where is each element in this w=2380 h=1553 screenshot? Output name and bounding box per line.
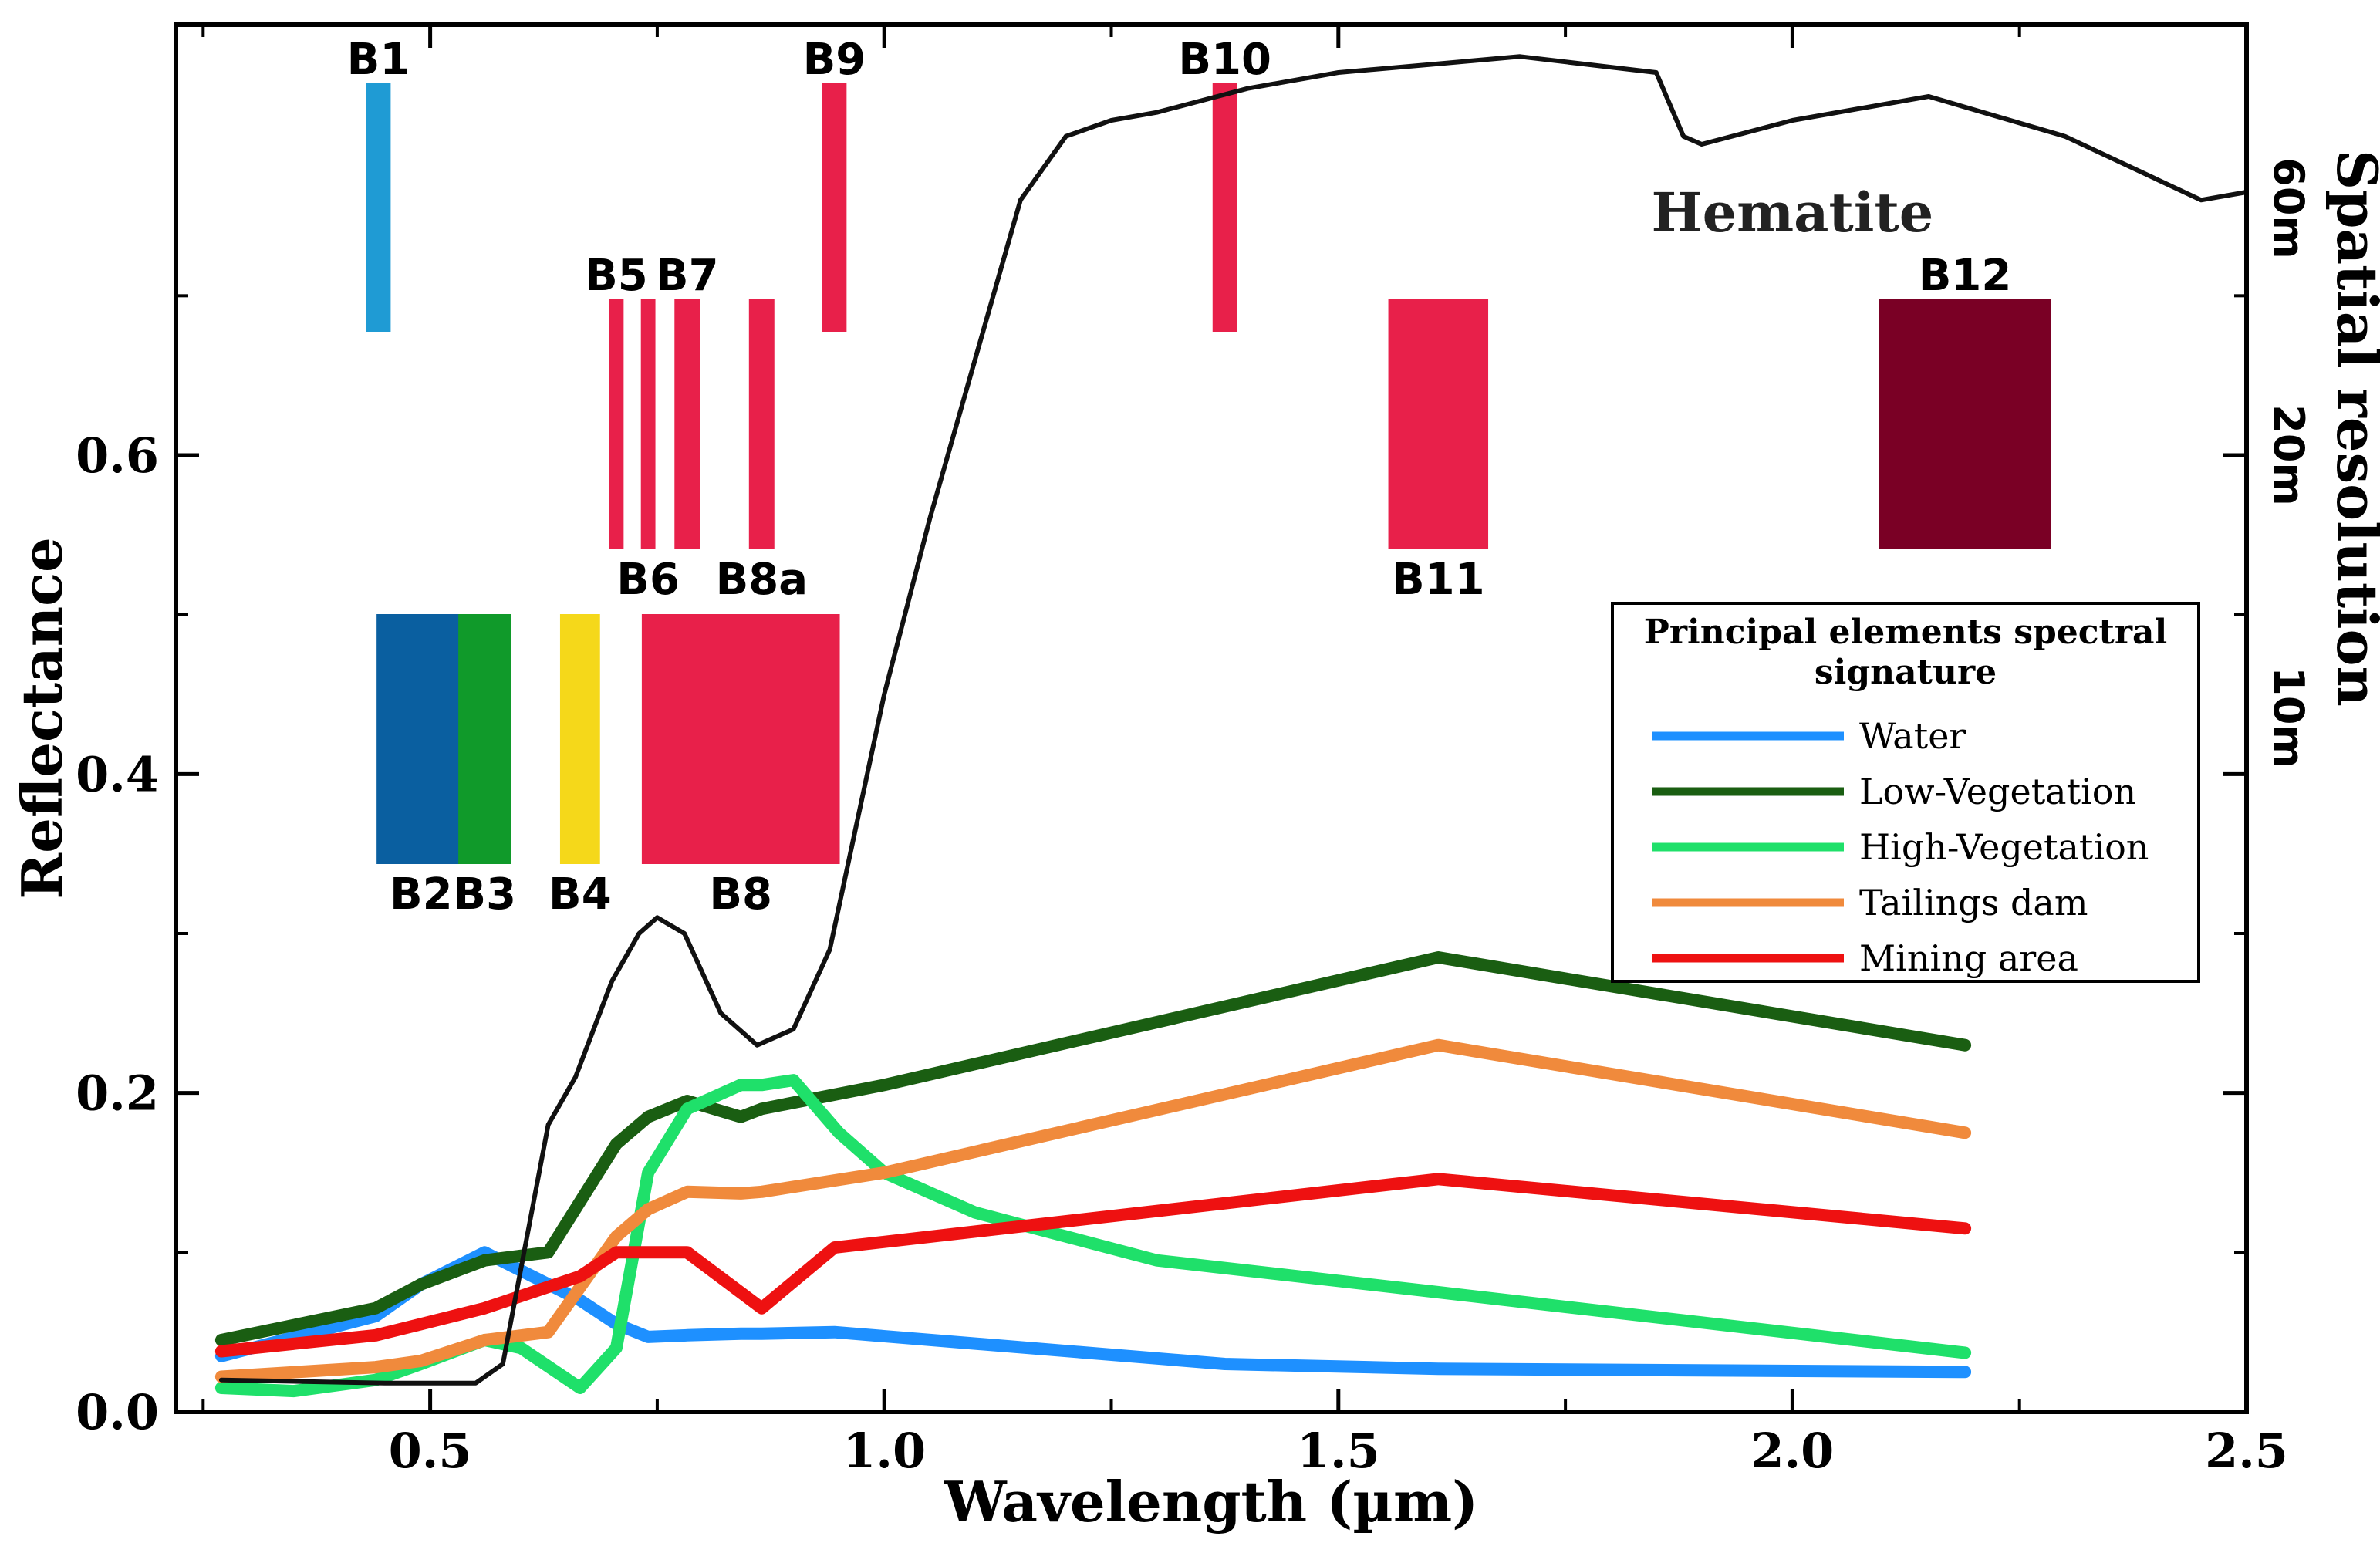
- y-tick-label: 0.6: [76, 427, 159, 484]
- band-b2: [376, 614, 466, 864]
- hematite-annotation: Hematite: [1651, 181, 1933, 245]
- resolution-label-60m: 60m: [2264, 157, 2313, 258]
- series-line-low-vegetation: [214, 951, 1972, 1346]
- x-tick-label: 2.5: [2205, 1423, 2288, 1479]
- y-tick-label: 0.0: [76, 1384, 159, 1440]
- band-b3: [458, 614, 511, 864]
- series-line-tailings-dam: [214, 1038, 1972, 1383]
- band-b5: [609, 299, 624, 549]
- band-label-b5: B5: [585, 251, 648, 301]
- band-b12: [1879, 299, 2051, 549]
- legend-entry-water: Water: [1859, 715, 1966, 757]
- band-label-b10: B10: [1178, 35, 1271, 85]
- series-lines: [214, 54, 2249, 1398]
- band-label-b2: B2: [390, 869, 453, 920]
- y-tick-label: 0.4: [76, 746, 159, 802]
- y-axis-title: Reflectance: [9, 537, 75, 900]
- band-label-b4: B4: [549, 869, 612, 920]
- band-label-b7: B7: [656, 251, 719, 301]
- legend-title-line1: Principal elements spectral: [1644, 613, 2168, 652]
- plot-frame: [174, 22, 2249, 1414]
- legend-entry-mining-area: Mining area: [1859, 937, 2078, 979]
- y-tick-label: 0.2: [76, 1065, 159, 1122]
- band-b6: [640, 299, 656, 549]
- band-b11: [1388, 299, 1489, 549]
- band-label-b8a: B8a: [716, 555, 808, 605]
- band-label-b1: B1: [347, 35, 410, 85]
- band-label-b9: B9: [803, 35, 866, 85]
- x-tick-label: 0.5: [389, 1423, 472, 1479]
- band-label-b3: B3: [453, 869, 516, 920]
- band-label-b8: B8: [709, 869, 772, 920]
- legend-entries: Water Low-Vegetation High-Vegetation Tailin…: [1652, 715, 2149, 979]
- series-line-hematite: [218, 54, 2249, 1386]
- band-label-b12: B12: [1919, 251, 2012, 301]
- legend-entry-tailings-dam: Tailings dam: [1859, 882, 2088, 923]
- band-b1: [366, 83, 391, 332]
- band-b10: [1212, 83, 1237, 332]
- resolution-label-20m: 20m: [2264, 404, 2313, 505]
- band-label-b11: B11: [1392, 555, 1485, 605]
- legend-title-line2: signature: [1815, 653, 1997, 692]
- band-b8a: [748, 299, 775, 549]
- legend: Principal elements spectral signature Wa…: [1611, 602, 2200, 983]
- band-b7: [674, 299, 700, 549]
- band-b4: [559, 614, 600, 864]
- right-axis-title: Spatial resolution: [2324, 150, 2380, 707]
- resolution-label-10m: 10m: [2264, 667, 2313, 768]
- x-axis-title: Wavelength (µm): [944, 1469, 1478, 1534]
- x-tick-label: 1.0: [842, 1423, 926, 1479]
- axis-ticks: 0.5 1.0 1.5 2.0 2.5 0.0 0.2 0.4 0.6: [76, 25, 2288, 1479]
- band-label-b6: B6: [616, 555, 680, 605]
- band-b8: [641, 614, 840, 864]
- legend-entry-low-vegetation: Low-Vegetation: [1859, 771, 2136, 812]
- x-tick-label: 2.0: [1750, 1423, 1834, 1479]
- legend-entry-high-vegetation: High-Vegetation: [1859, 826, 2149, 868]
- band-b9: [822, 83, 847, 332]
- x-tick-label: 1.5: [1297, 1423, 1380, 1479]
- band-markers: B1 B9 B10 B5 B6 B7 B8a B11 B12 B2 B3 B4 B8: [347, 35, 2051, 920]
- series-line-mining-area: [214, 1173, 1972, 1358]
